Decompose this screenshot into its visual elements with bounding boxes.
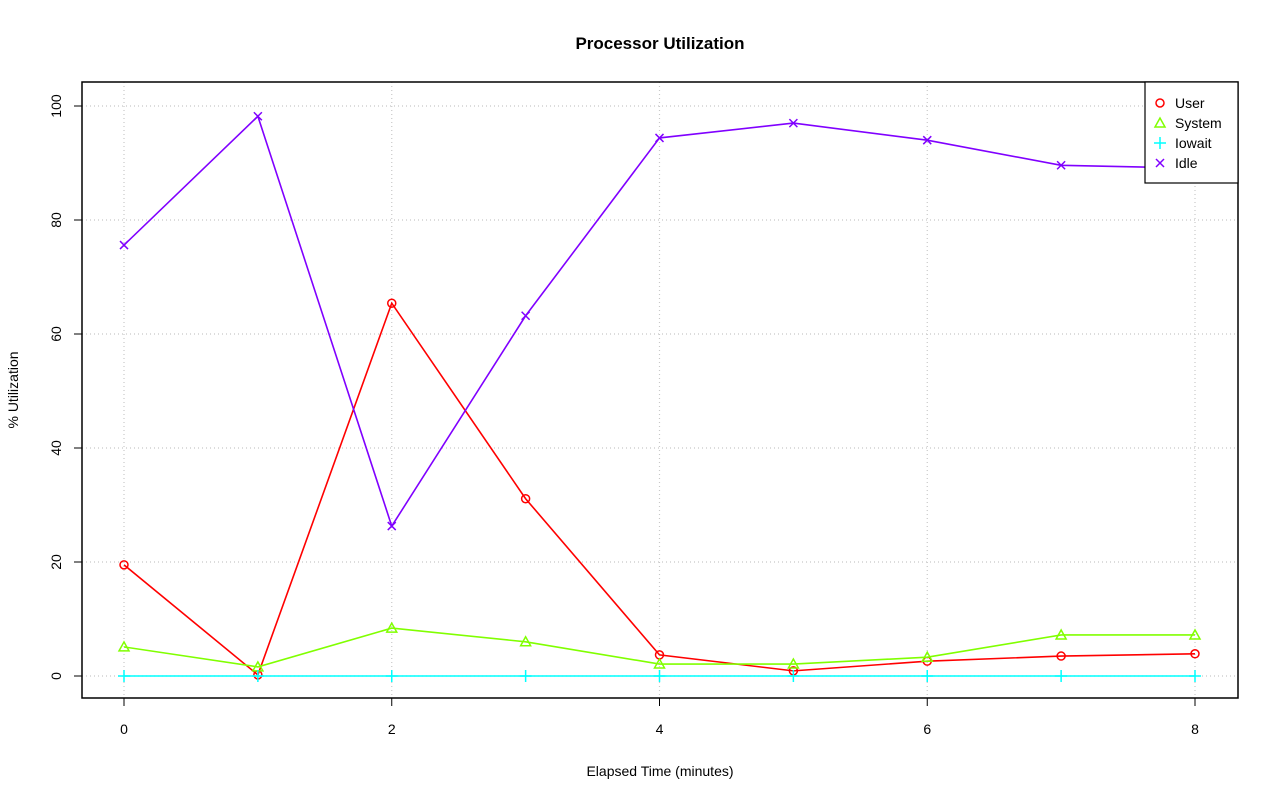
circle-marker — [1155, 98, 1165, 108]
x-tick-label: 6 — [923, 721, 931, 737]
y-tick-label: 100 — [48, 94, 64, 118]
legend-label-user: User — [1175, 95, 1205, 111]
triangle-marker — [1153, 116, 1167, 128]
triangle-marker — [1188, 628, 1202, 640]
triangle-marker — [117, 640, 131, 652]
plus-marker — [519, 670, 532, 682]
cross-marker — [654, 133, 665, 143]
x-tick-label: 2 — [388, 721, 396, 737]
series-line-system — [123, 627, 1195, 668]
circle-marker — [119, 560, 129, 570]
triangle-marker — [519, 635, 532, 647]
cross-marker — [788, 118, 798, 128]
plus-marker — [1154, 137, 1166, 149]
triangle-marker — [787, 657, 800, 669]
y-tick-label: 20 — [48, 554, 64, 570]
cross-marker — [521, 311, 531, 321]
y-tick-label: 40 — [48, 440, 64, 456]
cross-marker — [387, 521, 397, 531]
y-tick-label: 60 — [48, 326, 64, 342]
y-tick-label: 80 — [48, 212, 64, 228]
cross-marker — [922, 135, 932, 145]
legend-label-iowait: Iowait — [1175, 135, 1212, 151]
series-system — [117, 621, 1202, 672]
plus-marker — [1055, 670, 1068, 682]
legend-label-idle: Idle — [1175, 155, 1198, 171]
plot-border — [81, 81, 1239, 699]
plus-marker — [1189, 670, 1201, 682]
plus-marker — [251, 670, 264, 682]
plus-marker — [118, 670, 130, 682]
series-iowait — [118, 670, 1201, 682]
plus-marker — [385, 670, 398, 682]
x-axis-label: Elapsed Time (minutes) — [586, 763, 733, 779]
series-line-idle — [123, 114, 1196, 528]
circle-marker — [387, 298, 397, 308]
circle-marker — [1190, 649, 1200, 659]
circle-marker — [1056, 651, 1066, 661]
plus-marker — [653, 670, 666, 682]
legend: User System Iowait Idle — [1144, 81, 1239, 184]
cross-marker — [253, 111, 263, 121]
triangle-marker — [1054, 628, 1068, 640]
plus-marker — [921, 670, 934, 682]
series-line-user — [123, 301, 1196, 677]
legend-label-system: System — [1175, 115, 1222, 131]
cross-marker — [119, 240, 129, 250]
cross-marker — [1155, 158, 1165, 168]
triangle-marker — [385, 621, 399, 633]
y-tick-label: 0 — [48, 672, 64, 680]
x-tick-label: 8 — [1191, 721, 1199, 737]
triangle-marker — [653, 657, 666, 669]
x-tick-label: 0 — [120, 721, 128, 737]
plus-marker — [787, 670, 800, 682]
y-axis-label: % Utilization — [5, 351, 21, 428]
series-user — [119, 298, 1200, 680]
cross-marker — [1056, 160, 1066, 170]
series-layer — [117, 111, 1202, 682]
chart-title: Processor Utilization — [575, 34, 744, 53]
circle-marker — [520, 493, 531, 504]
triangle-marker — [920, 650, 934, 662]
x-tick-label: 4 — [656, 721, 664, 737]
grid-lines — [82, 82, 1238, 698]
